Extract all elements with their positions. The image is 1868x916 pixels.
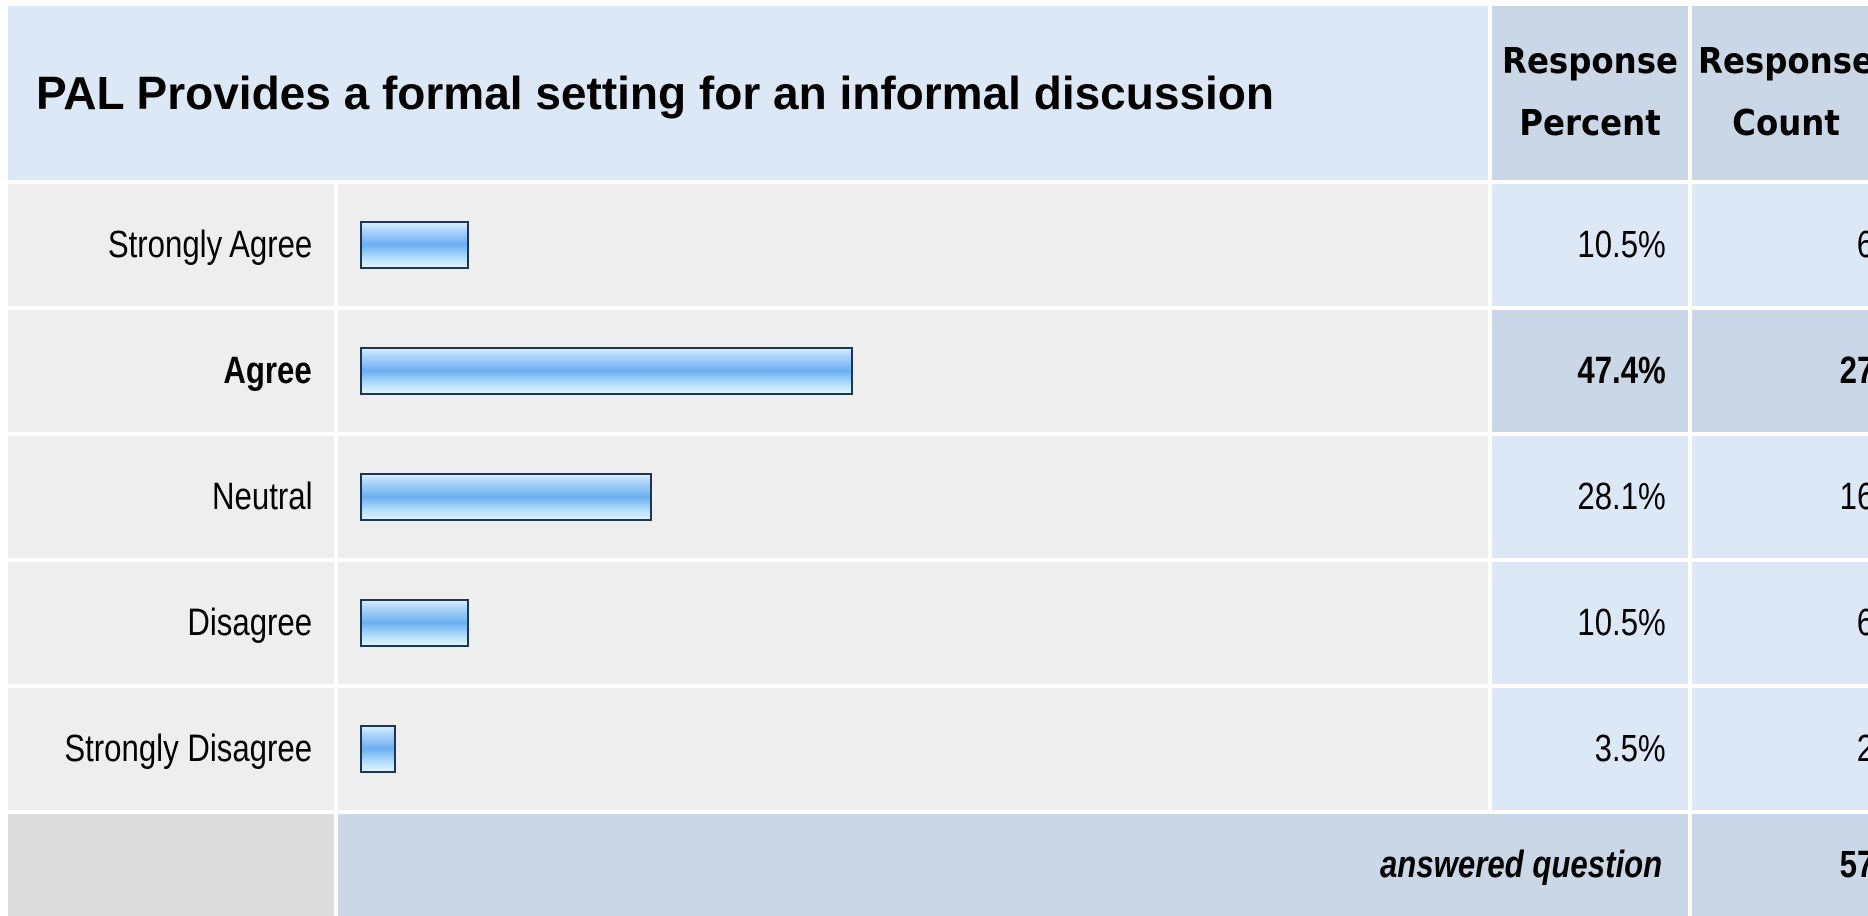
answered-question-count-value: 57 — [1839, 843, 1868, 886]
bar-cell-agree — [338, 310, 1488, 432]
option-label-text: Agree — [223, 349, 312, 392]
option-label-neutral: Neutral — [8, 436, 334, 558]
bar-disagree — [360, 599, 469, 647]
response-percent-neutral: 28.1% — [1492, 436, 1688, 558]
response-percent-strongly-disagree: 3.5% — [1492, 688, 1688, 810]
response-percent-value: 47.4% — [1577, 349, 1666, 392]
response-count-strongly-disagree: 2 — [1692, 688, 1868, 810]
option-label-strongly-agree: Strongly Agree — [8, 184, 334, 306]
response-percent-header-line2: Percent — [1519, 103, 1661, 144]
response-percent-value: 3.5% — [1594, 727, 1666, 770]
response-count-value: 6 — [1857, 224, 1868, 267]
bar-neutral — [360, 473, 652, 521]
footer-blank-cell — [8, 814, 334, 916]
response-count-neutral: 16 — [1692, 436, 1868, 558]
answered-question-count: 57 — [1692, 814, 1868, 916]
response-percent-value: 28.1% — [1577, 475, 1666, 518]
response-count-header-line2: Count — [1732, 103, 1840, 144]
response-percent-header-line1: Response — [1502, 41, 1678, 82]
response-percent-agree: 47.4% — [1492, 310, 1688, 432]
bar-cell-disagree — [338, 562, 1488, 684]
question-title-text: PAL Provides a formal setting for an inf… — [36, 67, 1275, 119]
answered-question-text: answered question — [1379, 843, 1662, 886]
option-label-text: Strongly Agree — [107, 223, 312, 266]
option-label-text: Strongly Disagree — [64, 727, 312, 770]
response-count-header-line1: Response — [1698, 41, 1868, 82]
survey-results-table: PAL Provides a formal setting for an inf… — [8, 6, 1868, 916]
option-label-disagree: Disagree — [8, 562, 334, 684]
option-label-text: Disagree — [187, 601, 312, 644]
response-percent-value: 10.5% — [1577, 601, 1666, 644]
option-label-text: Neutral — [211, 475, 312, 518]
response-percent-value: 10.5% — [1577, 223, 1666, 266]
answered-question-label: answered question — [338, 814, 1688, 916]
response-count-strongly-agree: 6 — [1692, 184, 1868, 306]
bar-cell-strongly-agree — [338, 184, 1488, 306]
option-label-strongly-disagree: Strongly Disagree — [8, 688, 334, 810]
response-count-value: 27 — [1839, 349, 1868, 392]
response-count-value: 2 — [1857, 728, 1868, 771]
bar-strongly-disagree — [360, 725, 396, 773]
option-label-agree: Agree — [8, 310, 334, 432]
response-percent-header: Response Percent — [1492, 6, 1688, 180]
response-count-agree: 27 — [1692, 310, 1868, 432]
bar-cell-strongly-disagree — [338, 688, 1488, 810]
bar-agree — [360, 347, 853, 395]
bar-strongly-agree — [360, 221, 469, 269]
response-count-value: 6 — [1857, 602, 1868, 645]
response-count-header: Response Count — [1692, 6, 1868, 180]
response-percent-disagree: 10.5% — [1492, 562, 1688, 684]
response-count-value: 16 — [1839, 475, 1868, 518]
response-count-disagree: 6 — [1692, 562, 1868, 684]
question-title: PAL Provides a formal setting for an inf… — [8, 6, 1488, 180]
response-percent-strongly-agree: 10.5% — [1492, 184, 1688, 306]
bar-cell-neutral — [338, 436, 1488, 558]
